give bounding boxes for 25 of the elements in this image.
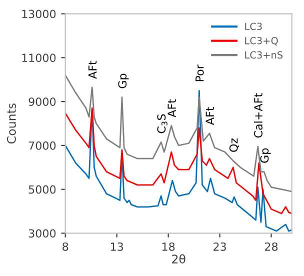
y-tick-label: 13000 (22, 10, 56, 18)
y-tick-label: 3000 (28, 229, 56, 238)
y-tick-label: 11000 (22, 54, 56, 62)
x-tick-label: 13 (110, 242, 124, 251)
annotation: AFt (88, 60, 97, 79)
x-tick-label: 28 (264, 242, 278, 251)
y-tick-label: 9000 (28, 98, 56, 106)
y-tick-label: 5000 (28, 185, 56, 194)
legend-label: LC3+Q (245, 36, 278, 46)
annotation: Por (196, 64, 204, 82)
annotation: Cal+AFt (254, 93, 262, 138)
legend-label: LC3+nS (245, 51, 283, 59)
annotation: AFt (206, 106, 214, 125)
annotation: Gp (118, 74, 129, 88)
x-tick-label: 23 (214, 242, 226, 251)
x-tick-label: 8 (62, 242, 68, 251)
x-axis-title: 2θ (172, 254, 186, 264)
annotation: Qz (229, 138, 240, 152)
legend-label: LC3 (245, 22, 262, 30)
y-axis-title: Counts (6, 103, 16, 144)
annotation: C$_{3}$S (157, 114, 168, 134)
annotation: Gp (260, 148, 271, 163)
annotation: AFt (168, 99, 176, 118)
x-tick-label: 18 (162, 242, 175, 251)
y-tick-label: 7000 (28, 141, 56, 150)
